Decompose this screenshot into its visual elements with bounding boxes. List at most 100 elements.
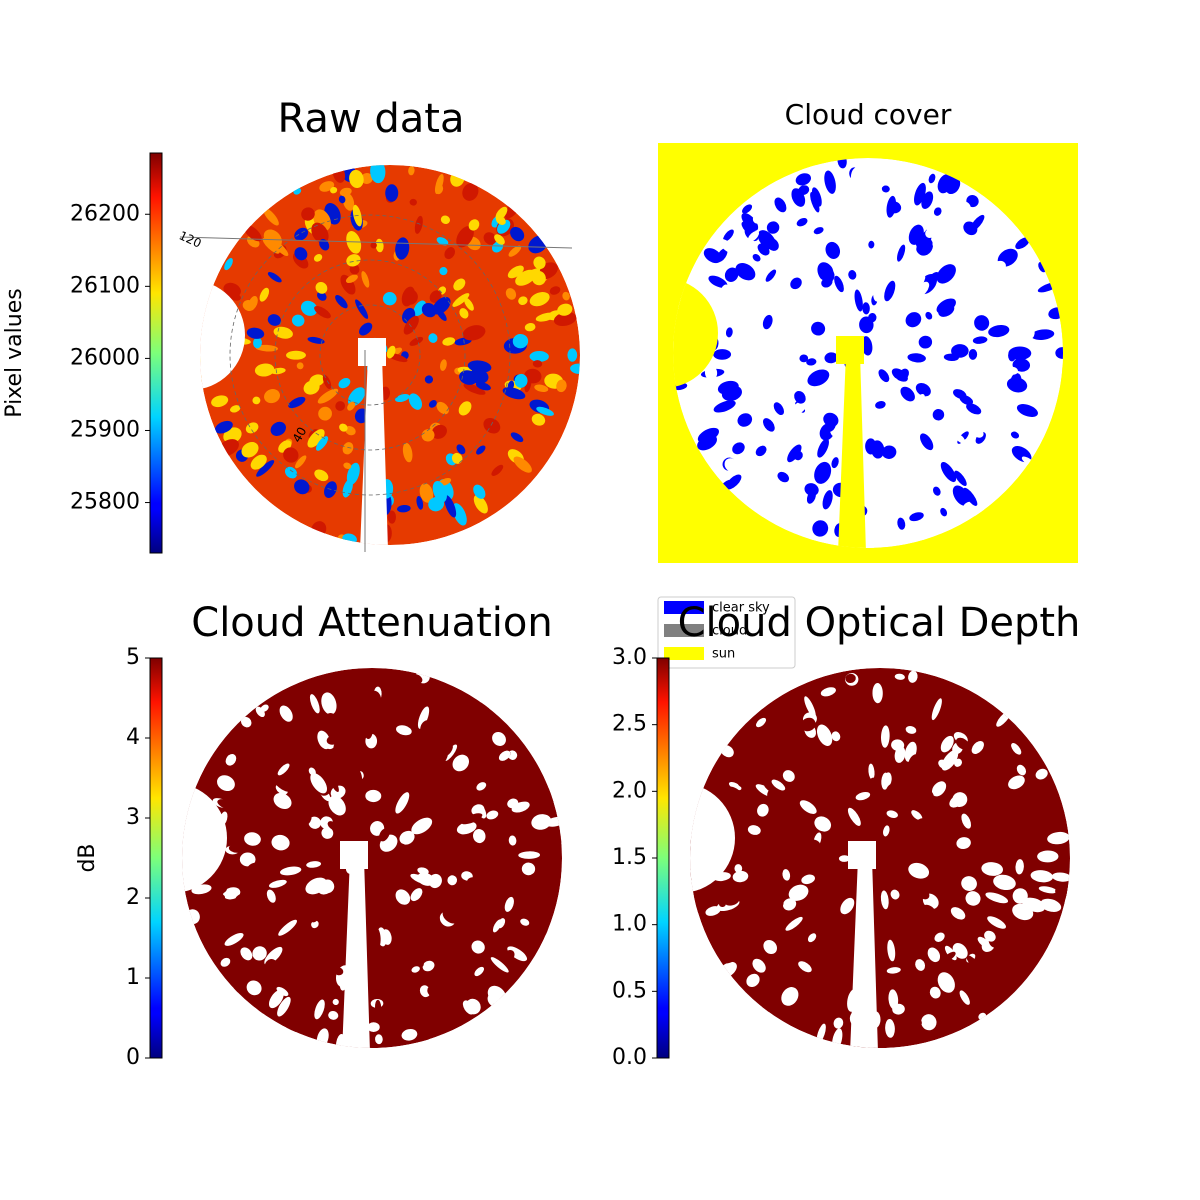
- texture-blob: [697, 434, 717, 451]
- texture-blob: [1055, 884, 1070, 900]
- texture-blob: [837, 158, 847, 169]
- texture-blob: [440, 215, 451, 225]
- texture-blob: [932, 408, 945, 421]
- texture-blob: [962, 501, 976, 514]
- mask-wedge: [850, 858, 878, 1048]
- texture-blob: [897, 244, 906, 262]
- texture-blob: [762, 314, 773, 330]
- texture-blob: [456, 774, 472, 790]
- texture-blob: [317, 730, 331, 750]
- texture-blob: [321, 692, 337, 715]
- texture-blob: [734, 864, 743, 873]
- texture-blob: [403, 289, 418, 305]
- texture-blob: [507, 380, 515, 391]
- texture-blob: [731, 346, 738, 355]
- texture-blob: [923, 242, 931, 252]
- texture-blob: [439, 267, 448, 276]
- texture-blob: [959, 990, 970, 1005]
- texture-blob: [763, 756, 775, 769]
- legend-label: cloud: [712, 624, 747, 639]
- texture-blob: [814, 706, 830, 722]
- colorbar-tick-label: 5: [126, 645, 140, 670]
- texture-blob: [338, 377, 351, 389]
- texture-blob: [334, 688, 347, 699]
- texture-blob: [486, 810, 499, 820]
- texture-blob: [728, 782, 742, 791]
- colorbar-tick-label: 1.0: [612, 912, 647, 937]
- texture-blob: [534, 384, 549, 392]
- texture-blob: [779, 804, 793, 818]
- texture-blob: [518, 296, 528, 305]
- texture-blob: [508, 835, 517, 846]
- texture-blob: [381, 929, 392, 945]
- texture-blob: [747, 230, 760, 242]
- texture-blob: [915, 382, 931, 397]
- texture-blob: [440, 359, 447, 371]
- texture-blob: [420, 719, 435, 736]
- texture-blob: [243, 748, 254, 759]
- texture-blob: [314, 306, 331, 319]
- texture-blob: [834, 275, 844, 293]
- texture-blob: [570, 363, 580, 374]
- texture-blob: [771, 706, 785, 722]
- texture-blob: [529, 292, 550, 307]
- texture-blob: [908, 862, 930, 879]
- texture-blob: [459, 308, 469, 319]
- texture-blob: [335, 895, 352, 916]
- texture-blob: [938, 304, 955, 317]
- texture-blob: [250, 816, 264, 827]
- texture-blob: [1030, 870, 1054, 883]
- texture-blob: [720, 284, 730, 297]
- polar-grid: [319, 304, 421, 406]
- texture-blob: [945, 192, 956, 205]
- texture-blob: [545, 882, 553, 890]
- texture-blob: [855, 792, 871, 801]
- texture-blob: [1035, 302, 1056, 312]
- texture-blob: [948, 961, 962, 974]
- texture-blob: [376, 748, 387, 759]
- texture-blob: [972, 795, 984, 810]
- texture-blob: [280, 866, 302, 876]
- texture-blob: [277, 763, 290, 776]
- texture-blob: [402, 442, 413, 463]
- texture-blob: [812, 520, 829, 537]
- texture-blob: [897, 517, 906, 530]
- texture-blob: [972, 336, 988, 344]
- texture-blob: [961, 876, 977, 891]
- texture-blob: [379, 953, 393, 960]
- texture-blob: [299, 811, 312, 826]
- texture-blob: [310, 773, 328, 794]
- texture-blob: [438, 866, 448, 877]
- colorbar-tick-label: 0.5: [612, 978, 647, 1003]
- texture-blob: [556, 379, 567, 393]
- colorbar: [656, 657, 670, 1059]
- texture-blob: [825, 419, 836, 432]
- texture-blob: [399, 830, 415, 845]
- texture-blob: [1037, 850, 1059, 863]
- texture-blob: [765, 335, 776, 349]
- image: [673, 158, 1063, 548]
- texture-blob: [1003, 395, 1017, 407]
- texture-blob: [708, 275, 728, 288]
- texture-blob: [370, 242, 377, 249]
- texture-blob: [920, 433, 934, 451]
- texture-blob: [407, 673, 423, 685]
- texture-blob: [1015, 859, 1024, 875]
- texture-blob: [452, 503, 467, 526]
- texture-blob: [211, 395, 229, 408]
- texture-blob: [932, 235, 942, 247]
- texture-blob: [950, 907, 966, 920]
- texture-blob: [801, 874, 815, 885]
- texture-blob: [267, 272, 282, 283]
- mask-notch: [690, 783, 735, 893]
- texture-blob: [752, 958, 766, 973]
- texture-blob: [408, 166, 415, 176]
- texture-blob: [859, 316, 874, 334]
- panel-title: Raw data: [278, 96, 465, 142]
- texture-blob: [409, 198, 417, 206]
- texture-blob: [828, 914, 835, 921]
- texture-blob: [217, 904, 238, 919]
- colorbar-tick-label: 26100: [70, 273, 140, 298]
- mask-wedge: [342, 858, 370, 1048]
- texture-blob: [268, 989, 284, 1009]
